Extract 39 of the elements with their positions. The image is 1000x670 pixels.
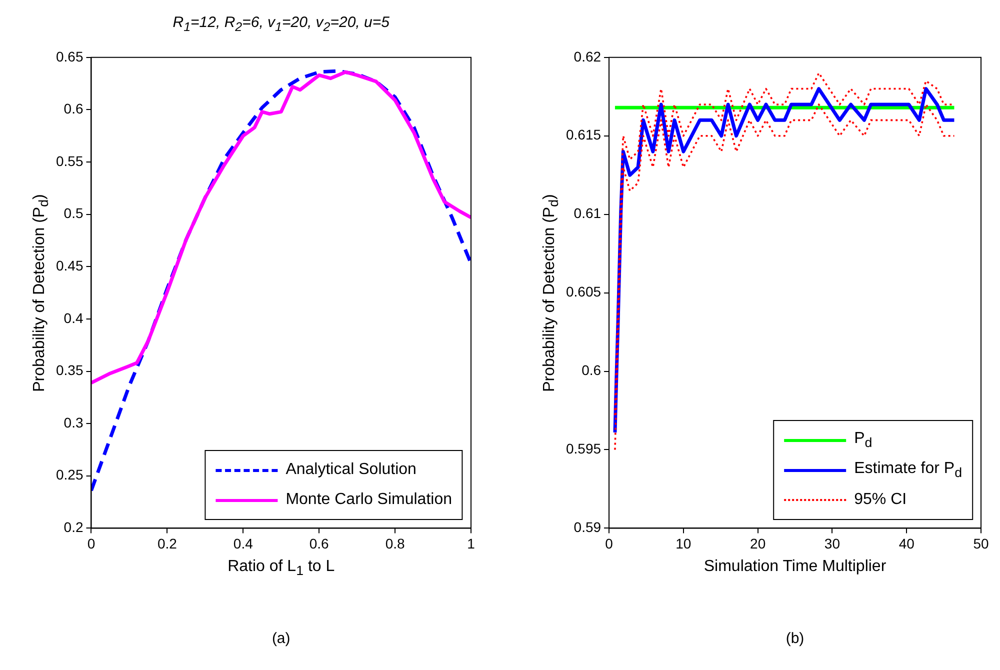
x-tick-label: 1	[467, 535, 476, 552]
legend-label: Analytical Solution	[286, 461, 416, 480]
text: (a)	[272, 630, 290, 647]
y-tick-label: 0.62	[574, 48, 602, 64]
legend-label: Estimate for P$_{d}$	[854, 460, 962, 480]
x-tick-label: 30	[824, 535, 840, 552]
y-tick-label: 0.59	[574, 519, 602, 536]
x-tick-label: 10	[676, 535, 692, 552]
y-tick-label: 0.5	[64, 205, 84, 222]
y-tick-label: 0.35	[56, 362, 84, 378]
legend-label: 95% CI	[854, 491, 907, 510]
y-tick-label: 0.6	[582, 362, 602, 378]
x-tick-label: 0.8	[385, 535, 405, 552]
x-tick-label: 0.4	[233, 535, 254, 552]
legend-label: P$_{d}$	[854, 430, 872, 450]
y-tick-label: 0.55	[56, 152, 84, 169]
y-tick-label: 0.595	[566, 440, 602, 457]
y-tick-label: 0.3	[64, 414, 84, 430]
y-tick-label: 0.65	[56, 48, 84, 64]
y-tick-label: 0.605	[566, 284, 602, 300]
y-tick-label: 0.615	[566, 126, 602, 143]
y-tick-label: 0.2	[64, 519, 84, 536]
x-tick-label: 0	[605, 535, 614, 552]
y-tick-label: 0.4	[64, 310, 84, 326]
x-tick-label: 20	[750, 535, 766, 552]
x-axis-title: Simulation Time Multiplier	[704, 558, 886, 576]
x-tick-label: 40	[898, 535, 915, 552]
y-tick-label: 0.45	[56, 258, 84, 274]
x-axis-title: Ratio of L$_{1}$ to L	[228, 558, 335, 578]
x-tick-label: 0	[87, 535, 96, 552]
chart-title: R$_{1}$=12, R$_{2}$=6, v$_{1}$=20, v$_{2}$=20, u=5	[172, 14, 390, 34]
x-tick-label: 0.6	[309, 535, 330, 552]
x-tick-label: 50	[973, 535, 989, 552]
y-tick-label: 0.6	[64, 100, 84, 117]
y-tick-label: 0.25	[56, 466, 84, 483]
y-tick-label: 0.61	[574, 205, 602, 222]
legend-label: Monte Carlo Simulation	[286, 491, 452, 510]
text: (b)	[786, 630, 804, 647]
x-tick-label: 0.2	[157, 535, 178, 552]
